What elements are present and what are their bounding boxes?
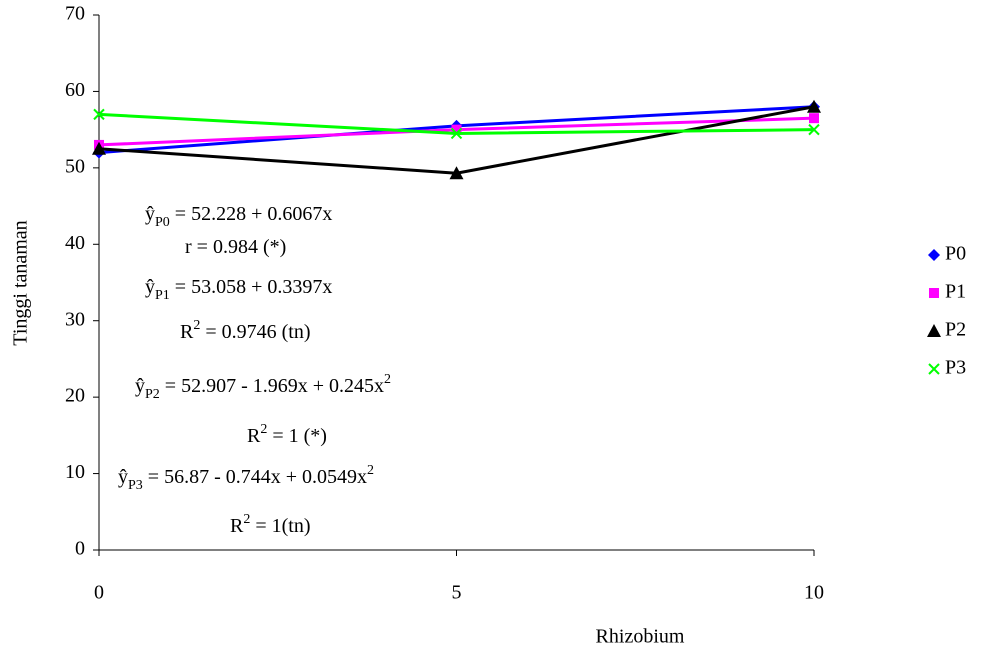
x-tick-label: 0 — [94, 582, 104, 604]
chart: Rhizobium Tinggi tanaman 010203040506070… — [0, 0, 1003, 651]
x-tick-label: 5 — [452, 582, 462, 604]
annotation-part: P3 — [128, 478, 143, 493]
annotation-part: ŷ — [135, 375, 145, 397]
legend-label: P1 — [945, 281, 966, 303]
annotation-part: P1 — [155, 288, 170, 303]
y-tick-label: 40 — [65, 232, 85, 254]
annotation-part: P0 — [155, 215, 170, 230]
annotation-part: ŷ — [118, 466, 128, 488]
annotation-part: ŷ — [145, 203, 155, 225]
y-tick-label: 10 — [65, 461, 85, 483]
annotation-part: = 0.9746 (tn) — [200, 321, 310, 343]
legend-label: P3 — [945, 357, 966, 379]
y-tick-label: 20 — [65, 385, 85, 407]
annotation-part: = 52.228 + 0.6067x — [170, 203, 333, 225]
legend-label: P0 — [945, 243, 966, 265]
x-axis-label: Rhizobium — [596, 626, 685, 648]
legend-label: P2 — [945, 319, 966, 341]
annotation: ŷP0 = 52.228 + 0.6067x — [145, 203, 332, 230]
annotation-part: r = 0.984 (*) — [185, 236, 286, 258]
y-tick-label: 60 — [65, 79, 85, 101]
annotation-part: 2 — [193, 318, 200, 333]
annotation-part: ŷ — [145, 276, 155, 298]
x-tick-label: 10 — [804, 582, 824, 604]
y-tick-label: 50 — [65, 155, 85, 177]
annotation: R2 = 1 (*) — [247, 422, 327, 447]
annotation: R2 = 0.9746 (tn) — [180, 318, 311, 343]
annotation-part: R — [180, 321, 194, 343]
annotation-part: 2 — [260, 422, 267, 437]
annotation-part: R — [230, 515, 244, 537]
annotation-part: = 53.058 + 0.3397x — [170, 276, 333, 298]
annotation-part: = 52.907 - 1.969x + 0.245x — [160, 375, 384, 397]
legend-marker — [929, 288, 939, 298]
annotation-part: P2 — [145, 387, 160, 402]
annotation: ŷP1 = 53.058 + 0.3397x — [145, 276, 332, 303]
annotation-part: 2 — [384, 372, 391, 387]
annotation-part: = 1 (*) — [267, 425, 327, 447]
marker — [809, 113, 819, 123]
y-tick-label: 70 — [65, 3, 85, 25]
legend-marker — [927, 324, 941, 337]
annotation-part: = 1(tn) — [250, 515, 310, 537]
annotation: r = 0.984 (*) — [185, 236, 286, 258]
annotation-part: = 56.87 - 0.744x + 0.0549x — [143, 466, 367, 488]
legend-marker — [928, 249, 940, 261]
annotation: ŷP2 = 52.907 - 1.969x + 0.245x2 — [135, 372, 391, 402]
y-axis-label: Tinggi tanaman — [10, 220, 32, 345]
annotation: ŷP3 = 56.87 - 0.744x + 0.0549x2 — [118, 463, 374, 493]
legend-marker — [929, 364, 939, 374]
annotation: R2 = 1(tn) — [230, 512, 311, 537]
y-tick-label: 0 — [75, 538, 85, 560]
annotation-part: 2 — [243, 512, 250, 527]
y-tick-label: 30 — [65, 308, 85, 330]
annotation-part: 2 — [367, 463, 374, 478]
annotation-part: R — [247, 425, 261, 447]
